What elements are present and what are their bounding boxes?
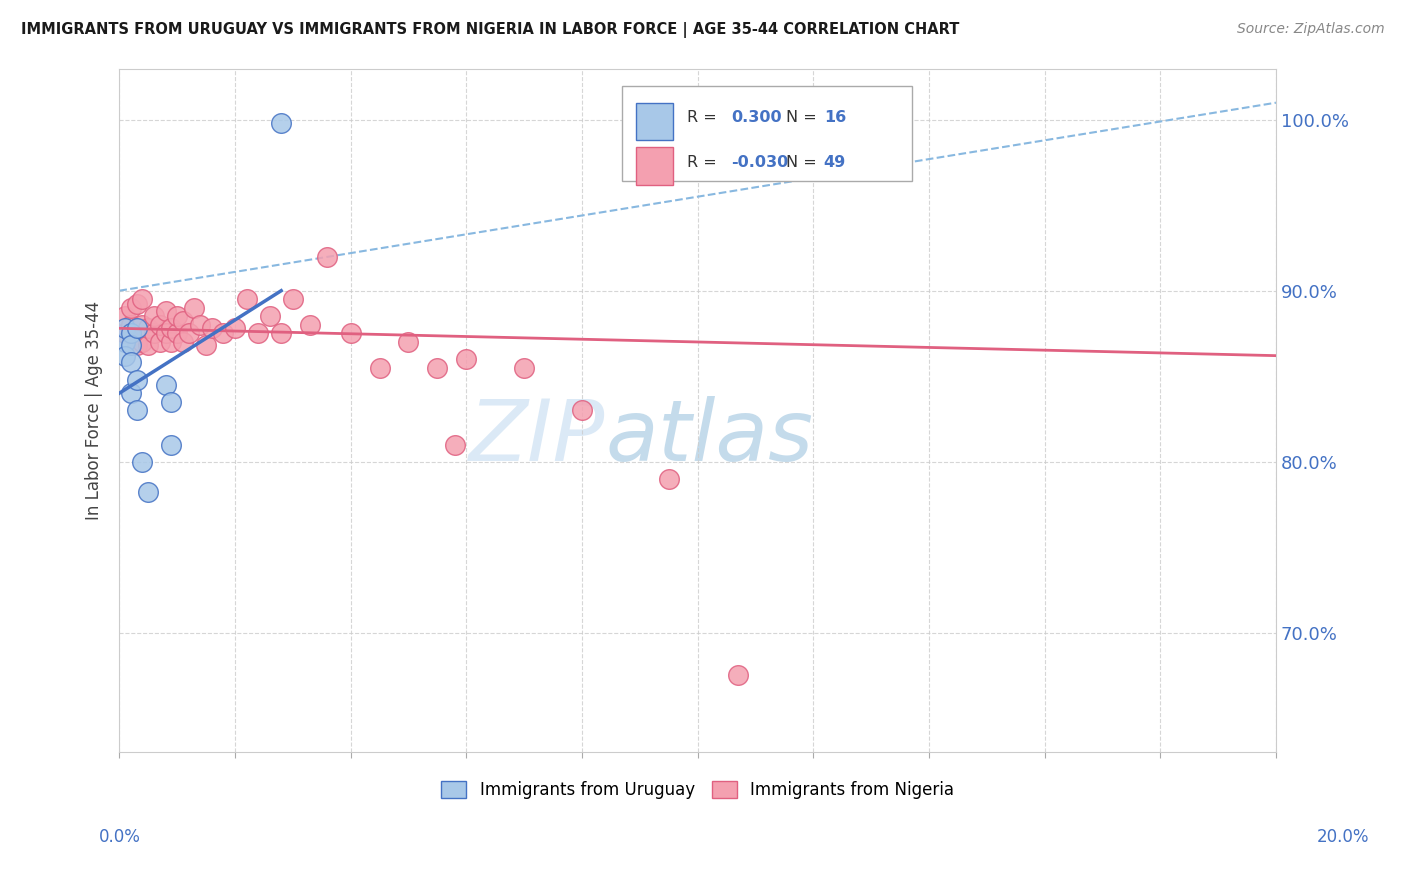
Point [166, 326, 188, 341]
Point [281, 292, 304, 306]
Point [125, 373, 148, 387]
Point [120, 326, 142, 341]
Point [160, 334, 183, 349]
Point [368, 360, 391, 375]
Point [235, 292, 257, 306]
Text: Source: ZipAtlas.com: Source: ZipAtlas.com [1237, 22, 1385, 37]
FancyBboxPatch shape [637, 103, 673, 140]
Point [259, 310, 281, 324]
Point [195, 338, 218, 352]
Text: ZIP: ZIP [468, 396, 605, 479]
Point [571, 403, 593, 417]
Text: 20.0%: 20.0% [1316, 828, 1369, 846]
Point [136, 485, 159, 500]
Point [172, 314, 194, 328]
Point [299, 318, 322, 332]
Point [172, 334, 194, 349]
Point [131, 455, 153, 469]
Point [136, 338, 159, 352]
Point [160, 394, 183, 409]
Point [339, 326, 361, 341]
Text: N =: N = [786, 154, 821, 169]
Y-axis label: In Labor Force | Age 35-44: In Labor Force | Age 35-44 [86, 301, 103, 520]
Text: 0.0%: 0.0% [98, 828, 141, 846]
Point [120, 338, 142, 352]
Point [155, 326, 177, 341]
Text: atlas: atlas [605, 396, 813, 479]
Point [125, 403, 148, 417]
FancyBboxPatch shape [623, 86, 911, 181]
Point [183, 301, 205, 315]
Point [658, 472, 681, 486]
Point [114, 334, 136, 349]
Point [426, 360, 449, 375]
Point [456, 352, 478, 367]
Point [131, 318, 153, 332]
Text: IMMIGRANTS FROM URUGUAY VS IMMIGRANTS FROM NIGERIA IN LABOR FORCE | AGE 35-44 CO: IMMIGRANTS FROM URUGUAY VS IMMIGRANTS FR… [21, 22, 959, 38]
Point [120, 386, 142, 401]
Text: 49: 49 [824, 154, 846, 169]
Point [201, 321, 224, 335]
Point [125, 338, 148, 352]
Point [247, 326, 270, 341]
Point [114, 321, 136, 335]
Point [125, 321, 148, 335]
Text: N =: N = [786, 111, 821, 125]
Point [177, 326, 200, 341]
Point [270, 116, 292, 130]
Point [120, 326, 142, 341]
Point [125, 297, 148, 311]
Point [114, 326, 136, 341]
Text: R =: R = [688, 154, 723, 169]
Point [513, 360, 536, 375]
Text: 0.300: 0.300 [731, 111, 782, 125]
Point [727, 668, 749, 682]
Point [443, 437, 465, 451]
Point [316, 250, 339, 264]
Point [149, 334, 172, 349]
Point [131, 334, 153, 349]
Point [188, 318, 211, 332]
Point [270, 326, 292, 341]
Text: -0.030: -0.030 [731, 154, 789, 169]
Text: 16: 16 [824, 111, 846, 125]
Point [149, 318, 172, 332]
Point [114, 310, 136, 324]
Point [155, 377, 177, 392]
Point [143, 310, 166, 324]
Point [212, 326, 235, 341]
Point [224, 321, 246, 335]
Point [166, 310, 188, 324]
Point [125, 321, 148, 335]
Point [120, 355, 142, 369]
Point [160, 321, 183, 335]
Point [131, 292, 153, 306]
Point [114, 349, 136, 363]
Point [120, 301, 142, 315]
Text: R =: R = [688, 111, 723, 125]
FancyBboxPatch shape [637, 147, 673, 185]
Point [143, 326, 166, 341]
Legend: Immigrants from Uruguay, Immigrants from Nigeria: Immigrants from Uruguay, Immigrants from… [434, 774, 960, 805]
Point [155, 304, 177, 318]
Point [160, 437, 183, 451]
Point [120, 318, 142, 332]
Point [136, 321, 159, 335]
Point [398, 334, 420, 349]
